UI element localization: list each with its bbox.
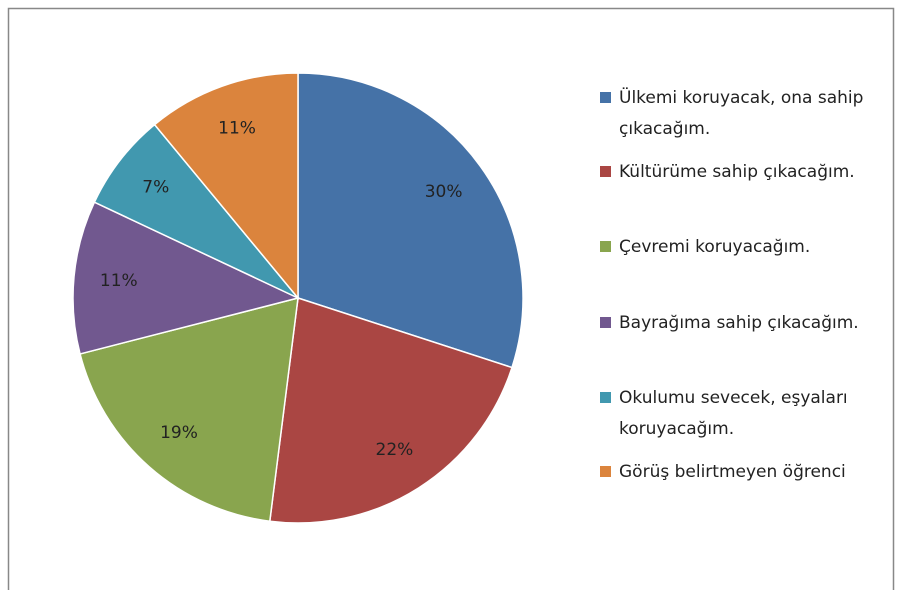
legend-label: Bayrağıma sahip çıkacağım.: [619, 313, 859, 333]
pie-slice: [153, 72, 299, 301]
legend-swatch: [600, 466, 611, 477]
pie-slice: [297, 72, 524, 369]
pie-slice: [268, 297, 513, 524]
legend-swatch: [600, 317, 611, 328]
legend-entry: Kültürüme sahip çıkacağım.: [600, 157, 895, 188]
legend-entry: Çevremi koruyacağım.: [600, 232, 895, 263]
legend-swatch: [600, 241, 611, 252]
frame: [7, 7, 895, 590]
data-label: 19%: [160, 423, 198, 443]
legend-label: Ülkemi koruyacak, ona sahip çıkacağım.: [619, 88, 864, 139]
legend-label: Görüş belirtmeyen öğrenci: [619, 462, 846, 482]
data-label: 11%: [100, 271, 138, 291]
legend-entry: Bayrağıma sahip çıkacağım.: [600, 308, 895, 339]
legend-swatch: [600, 166, 611, 177]
data-label: 7%: [142, 178, 169, 198]
legend-swatch: [600, 92, 611, 103]
legend-entry: Ülkemi koruyacak, ona sahip çıkacağım.: [600, 83, 895, 145]
pie-slice: [79, 296, 299, 523]
legend-entry: Okulumu sevecek, eşyaları koruyacağım.: [600, 383, 895, 445]
data-label: 11%: [218, 119, 256, 139]
data-label: 22%: [376, 440, 414, 460]
legend-swatch: [600, 392, 611, 403]
pie-slice: [72, 201, 301, 355]
data-label: 30%: [425, 182, 463, 202]
legend-label: Okulumu sevecek, eşyaları koruyacağım.: [619, 388, 848, 439]
legend-label: Çevremi koruyacağım.: [619, 237, 811, 257]
legend-label: Kültürüme sahip çıkacağım.: [619, 162, 855, 182]
legend-entry: Görüş belirtmeyen öğrenci: [600, 457, 895, 488]
